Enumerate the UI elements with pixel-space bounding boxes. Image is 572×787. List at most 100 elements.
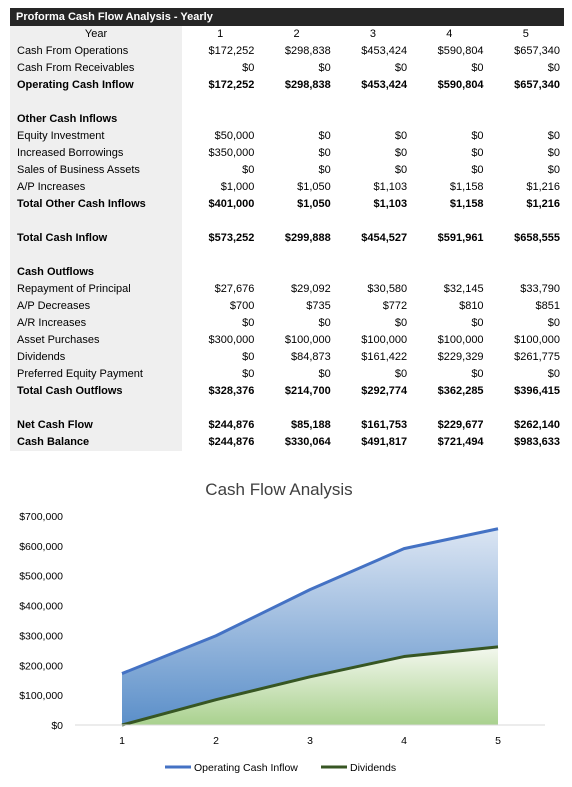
row-value-year-5: $396,415 [514, 385, 560, 397]
row-value-year-2 [258, 213, 334, 230]
row-value-year-1: $401,000 [208, 198, 255, 210]
row-value-year-1 [182, 400, 258, 417]
row-value-year-4 [411, 111, 487, 128]
row-value-year-4: $0 [471, 164, 484, 176]
table-row: Cash From Receivables $0 $0 $0 $0 $0 [10, 60, 564, 77]
header-year-5: 5 [522, 28, 529, 40]
row-label: A/P Increases [10, 179, 182, 196]
row-value-year-4: $721,494 [437, 436, 484, 448]
row-value-year-4: $1,158 [449, 181, 484, 193]
y-axis-ticks: $0 $100,000 $200,000 $300,000 $400,000 $500,0… [19, 511, 63, 732]
row-value-year-1: $172,252 [208, 45, 255, 57]
table-row: Total Other Cash Inflows $401,000 $1,050 $1… [10, 196, 564, 213]
table-row: Cash Outflows [10, 264, 564, 281]
row-value-year-2: $298,838 [284, 45, 331, 57]
table-header-row: Year 1 2 3 4 5 [10, 26, 564, 43]
row-value-year-2: $0 [318, 130, 331, 142]
row-value-year-5: $851 [535, 300, 560, 312]
row-value-year-1: $300,000 [208, 334, 255, 346]
series-area-2 [122, 646, 498, 725]
row-value-year-5 [488, 94, 564, 111]
row-value-year-4: $590,804 [437, 79, 484, 91]
row-value-year-2: $735 [306, 300, 331, 312]
row-label: Operating Cash Inflow [10, 77, 182, 94]
row-label: Net Cash Flow [10, 417, 182, 434]
row-value-year-3: $0 [394, 130, 408, 142]
row-value-year-1: $0 [242, 62, 255, 74]
y-tick-label: $100,000 [19, 690, 63, 702]
table-row: Net Cash Flow $244,876 $85,188 $161,753 $229… [10, 417, 564, 434]
row-value-year-4 [411, 94, 487, 111]
cash-flow-table: Year 1 2 3 4 5 Cash From Operations $172,… [10, 26, 564, 451]
row-value-year-3: $453,424 [361, 79, 408, 91]
table-row: Other Cash Inflows [10, 111, 564, 128]
row-value-year-4: $0 [471, 62, 484, 74]
row-label: Repayment of Principal [10, 281, 182, 298]
row-value-year-3: $161,753 [361, 419, 408, 431]
row-value-year-3: $0 [394, 164, 408, 176]
row-value-year-1: $573,252 [208, 232, 255, 244]
row-value-year-3: $1,103 [373, 181, 408, 193]
sheet-title: Proforma Cash Flow Analysis - Yearly [10, 8, 564, 26]
row-value-year-3 [335, 213, 411, 230]
chart-svg: Cash Flow Analysis $0 $100,000 $200,000 $30… [19, 480, 545, 774]
row-value-year-4 [411, 247, 487, 264]
row-label: Cash From Receivables [10, 60, 182, 77]
row-value-year-1 [182, 264, 258, 281]
row-value-year-3 [335, 247, 411, 264]
row-value-year-3: $0 [394, 62, 408, 74]
blank-row [10, 247, 564, 264]
table-row: Total Cash Inflow $573,252 $299,888 $454,52… [10, 230, 564, 247]
row-value-year-2: $1,050 [297, 181, 331, 193]
row-value-year-1: $50,000 [214, 130, 255, 142]
table-row: Sales of Business Assets $0 $0 $0 $0 $0 [10, 162, 564, 179]
table-row: Preferred Equity Payment $0 $0 $0 $0 $0 [10, 366, 564, 383]
row-value-year-2 [258, 264, 334, 281]
row-value-year-5: $658,555 [514, 232, 560, 244]
row-value-year-4: $362,285 [437, 385, 484, 397]
row-value-year-1 [182, 247, 258, 264]
row-value-year-1 [182, 94, 258, 111]
row-label: Preferred Equity Payment [10, 366, 182, 383]
row-value-year-5: $0 [547, 317, 560, 329]
row-value-year-5 [488, 247, 564, 264]
header-year-3: 3 [369, 28, 377, 40]
row-value-year-4: $591,961 [437, 232, 484, 244]
row-value-year-3: $0 [394, 368, 408, 380]
table-row: A/P Decreases $700 $735 $772 $810 $851 [10, 298, 564, 315]
row-value-year-1: $244,876 [208, 436, 255, 448]
row-value-year-2: $84,873 [291, 351, 331, 363]
row-label: Equity Investment [10, 128, 182, 145]
row-value-year-2 [258, 111, 334, 128]
x-tick-label: 3 [307, 735, 313, 747]
row-value-year-3 [335, 264, 411, 281]
row-value-year-4: $229,329 [437, 351, 484, 363]
chart-title: Cash Flow Analysis [205, 480, 352, 499]
chart-legend: Operating Cash Inflow Dividends [165, 762, 396, 774]
x-tick-label: 1 [119, 735, 125, 747]
row-value-year-4: $0 [471, 368, 484, 380]
row-value-year-3 [335, 94, 411, 111]
row-value-year-5: $1,216 [526, 198, 560, 210]
row-value-year-3: $454,527 [361, 232, 408, 244]
row-value-year-5: $0 [547, 164, 560, 176]
row-label [10, 94, 182, 111]
row-value-year-5: $262,140 [514, 419, 560, 431]
cash-flow-sheet: Proforma Cash Flow Analysis - Yearly Yea… [10, 8, 564, 451]
row-value-year-2: $29,092 [291, 283, 331, 295]
row-label [10, 247, 182, 264]
row-value-year-3: $772 [382, 300, 408, 312]
row-value-year-2 [258, 247, 334, 264]
row-value-year-2: $0 [318, 164, 331, 176]
table-row: Equity Investment $50,000 $0 $0 $0 $0 [10, 128, 564, 145]
row-value-year-4: $0 [471, 130, 484, 142]
row-value-year-4: $229,677 [437, 419, 484, 431]
row-value-year-3: $30,580 [367, 283, 408, 295]
row-value-year-4 [411, 400, 487, 417]
row-value-year-3: $1,103 [373, 198, 408, 210]
row-value-year-1: $27,676 [214, 283, 255, 295]
row-value-year-1: $0 [242, 164, 255, 176]
y-tick-label: $400,000 [19, 601, 63, 613]
x-tick-label: 2 [213, 735, 219, 747]
row-value-year-2: $330,064 [284, 436, 331, 448]
